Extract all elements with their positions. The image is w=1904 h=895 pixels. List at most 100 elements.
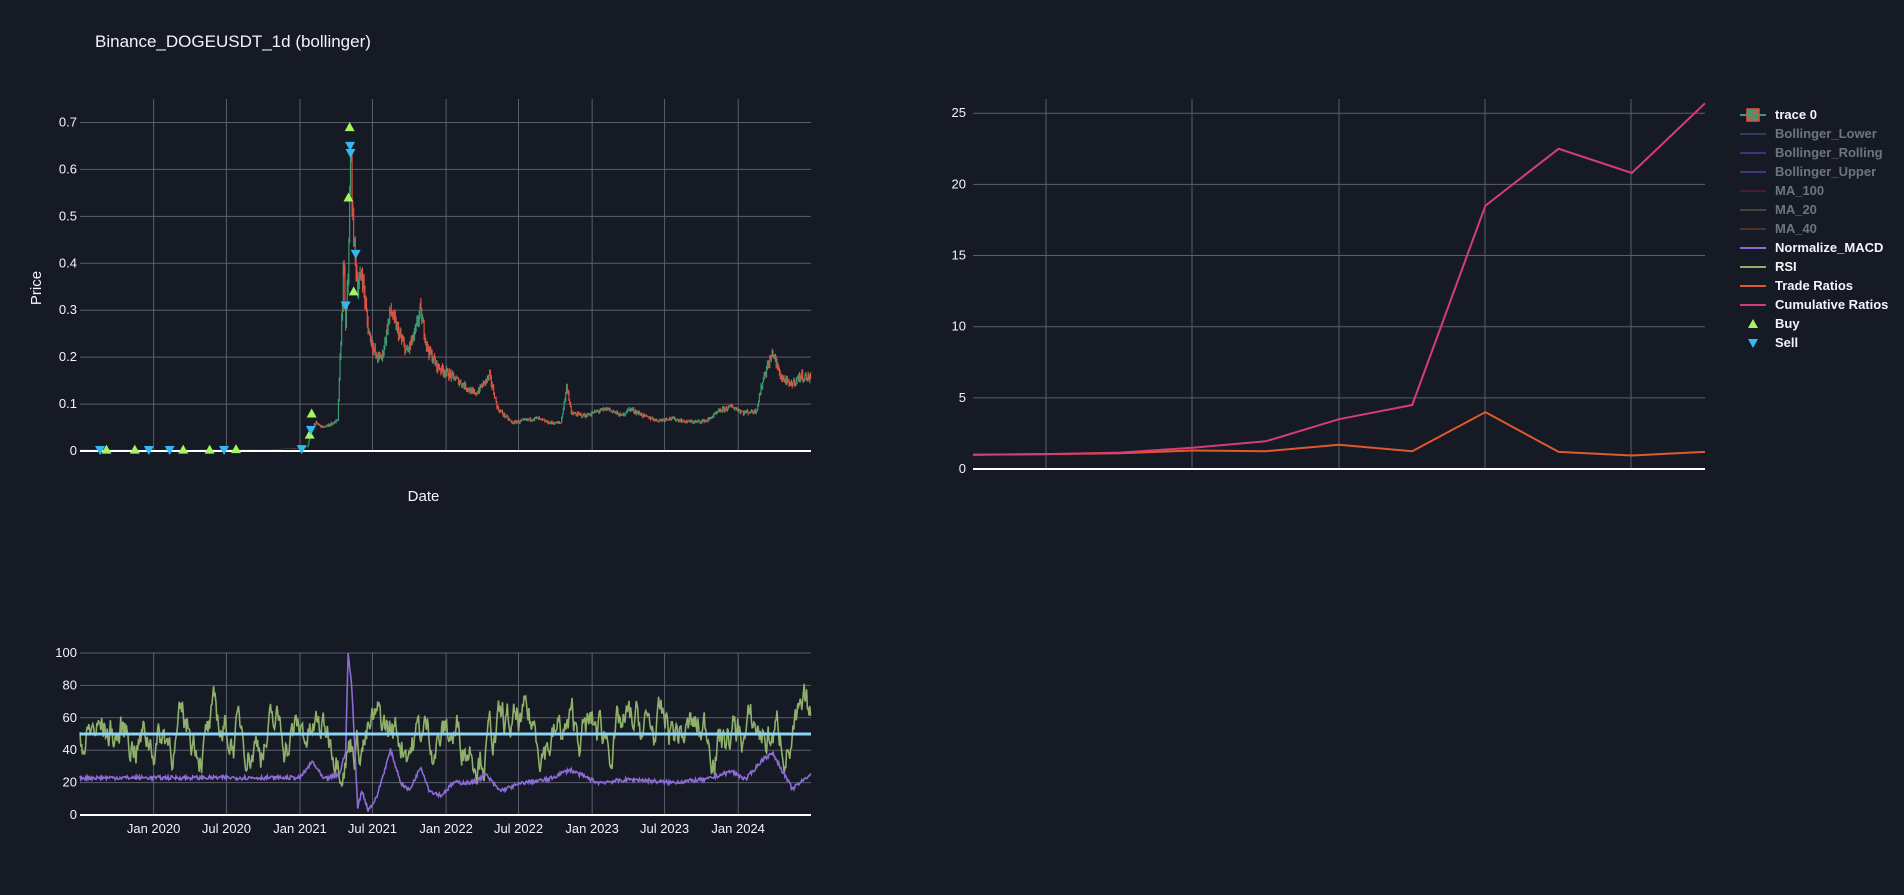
indicators-x-tick-label: Jul 2020 [202, 821, 251, 836]
legend-swatch [1740, 337, 1766, 349]
price-y-axis-title: Price [28, 271, 45, 305]
buy-marker [348, 286, 359, 296]
price-y-tick-label: 0 [70, 443, 77, 458]
indicators-y-tick-label: 40 [63, 742, 77, 757]
ratios-y-tick-label: 10 [952, 319, 966, 334]
indicators-x-tick-label: Jan 2020 [127, 821, 181, 836]
price-y-tick-label: 0.2 [59, 349, 77, 364]
ratios-y-tick-label: 5 [959, 390, 966, 405]
sell-marker [164, 446, 175, 456]
legend-swatch [1740, 166, 1766, 178]
legend-label: Cumulative Ratios [1775, 297, 1889, 312]
legend-swatch [1740, 261, 1766, 273]
chart-title: Binance_DOGEUSDT_1d (bollinger) [95, 32, 371, 51]
legend-label: MA_100 [1775, 183, 1825, 198]
legend-item-normalize-macd[interactable]: Normalize_MACD [1740, 238, 1888, 257]
sell-marker [296, 445, 307, 455]
price-y-tick-label: 0.3 [59, 302, 77, 317]
price-y-tick-label: 0.1 [59, 396, 77, 411]
legend-label: Buy [1775, 316, 1800, 331]
price-x-axis-title: Date [408, 488, 440, 505]
legend-swatch [1740, 242, 1766, 254]
cumulative-ratios-line [972, 102, 1706, 456]
indicators-panel[interactable]: Jan 2020 Jul 2020 Jan 2021 Jul 2021 Jan 2022… [55, 645, 812, 836]
legend-swatch [1740, 318, 1766, 330]
indicators-x-tick-label: Jan 2021 [273, 821, 327, 836]
legend-label: Sell [1775, 335, 1799, 350]
indicators-x-tick-label: Jul 2021 [348, 821, 397, 836]
buy-marker [178, 444, 189, 454]
indicators-y-tick-label: 100 [55, 645, 77, 660]
indicators-x-tick-label: Jan 2024 [711, 821, 765, 836]
legend-item-rsi[interactable]: RSI [1740, 257, 1888, 276]
price-y-tick-label: 0.6 [59, 161, 77, 176]
price-panel[interactable]: 0 0.1 0.2 0.3 0.4 0.5 0.6 0.7 Date Price [28, 99, 812, 505]
price-y-tick-label: 0.7 [59, 114, 77, 129]
legend-swatch [1740, 107, 1766, 122]
legend-label: RSI [1775, 259, 1797, 274]
legend-label: Bollinger_Upper [1775, 164, 1877, 179]
legend-item-cumulative-ratios[interactable]: Cumulative Ratios [1740, 295, 1888, 314]
price-y-tick-label: 0.4 [59, 255, 77, 270]
sell-marker [345, 148, 356, 158]
buy-marker [204, 444, 215, 454]
sell-marker [95, 446, 106, 456]
indicators-x-tick-label: Jul 2022 [494, 821, 543, 836]
price-y-tick-label: 0.5 [59, 208, 77, 223]
sell-marker [305, 425, 316, 435]
legend-label: Trade Ratios [1775, 278, 1854, 293]
ratios-y-tick-label: 20 [952, 176, 966, 191]
sell-marker [340, 301, 351, 311]
sell-marker [143, 446, 154, 456]
legend-label: Normalize_MACD [1775, 240, 1884, 255]
candlestick-series [79, 147, 812, 451]
indicators-x-tick-label: Jan 2022 [419, 821, 473, 836]
ratios-y-tick-label: 15 [952, 248, 966, 263]
ratios-y-tick-label: 25 [952, 105, 966, 120]
legend-label: MA_40 [1775, 221, 1817, 236]
legend-item-ma-40[interactable]: MA_40 [1740, 219, 1888, 238]
sell-marker [350, 249, 361, 259]
indicators-y-tick-label: 60 [63, 710, 77, 725]
indicators-x-tick-label: Jul 2023 [640, 821, 689, 836]
legend-item-bollinger-lower[interactable]: Bollinger_Lower [1740, 124, 1888, 143]
indicators-y-tick-label: 20 [63, 775, 77, 790]
legend-label: trace 0 [1775, 107, 1817, 122]
legend-swatch [1740, 299, 1766, 311]
buy-marker [231, 444, 242, 454]
ratios-panel[interactable]: 0 5 10 15 20 25 [952, 99, 1706, 476]
indicators-x-tick-label: Jan 2023 [565, 821, 619, 836]
legend-swatch [1740, 147, 1766, 159]
sell-marker [219, 446, 230, 456]
legend-swatch [1740, 223, 1766, 235]
macd-line [79, 652, 812, 812]
legend-label: Bollinger_Rolling [1775, 145, 1883, 160]
indicators-y-tick-label: 80 [63, 677, 77, 692]
legend-swatch [1740, 204, 1766, 216]
legend-item-ma-20[interactable]: MA_20 [1740, 200, 1888, 219]
legend-swatch [1740, 128, 1766, 140]
buy-marker [344, 122, 355, 132]
legend-item-buy[interactable]: Buy [1740, 314, 1888, 333]
legend-swatch [1740, 185, 1766, 197]
buy-marker [343, 192, 354, 202]
legend-item-trade-ratios[interactable]: Trade Ratios [1740, 276, 1888, 295]
sell-marker [345, 141, 356, 151]
ratios-y-tick-label: 0 [959, 461, 966, 476]
legend-item-trace-0[interactable]: trace 0 [1740, 105, 1888, 124]
buy-marker [304, 429, 315, 439]
legend-item-bollinger-upper[interactable]: Bollinger_Upper [1740, 162, 1888, 181]
buy-marker [101, 444, 112, 454]
buy-marker [129, 444, 140, 454]
indicators-y-tick-label: 0 [70, 807, 77, 822]
legend-label: MA_20 [1775, 202, 1817, 217]
rsi-line [79, 683, 812, 788]
legend-item-sell[interactable]: Sell [1740, 333, 1888, 352]
legend-item-bollinger-rolling[interactable]: Bollinger_Rolling [1740, 143, 1888, 162]
legend: trace 0 Bollinger_Lower Bollinger_Rolling B… [1740, 105, 1888, 352]
legend-swatch [1740, 280, 1766, 292]
legend-label: Bollinger_Lower [1775, 126, 1877, 141]
legend-item-ma-100[interactable]: MA_100 [1740, 181, 1888, 200]
buy-marker [306, 408, 317, 418]
